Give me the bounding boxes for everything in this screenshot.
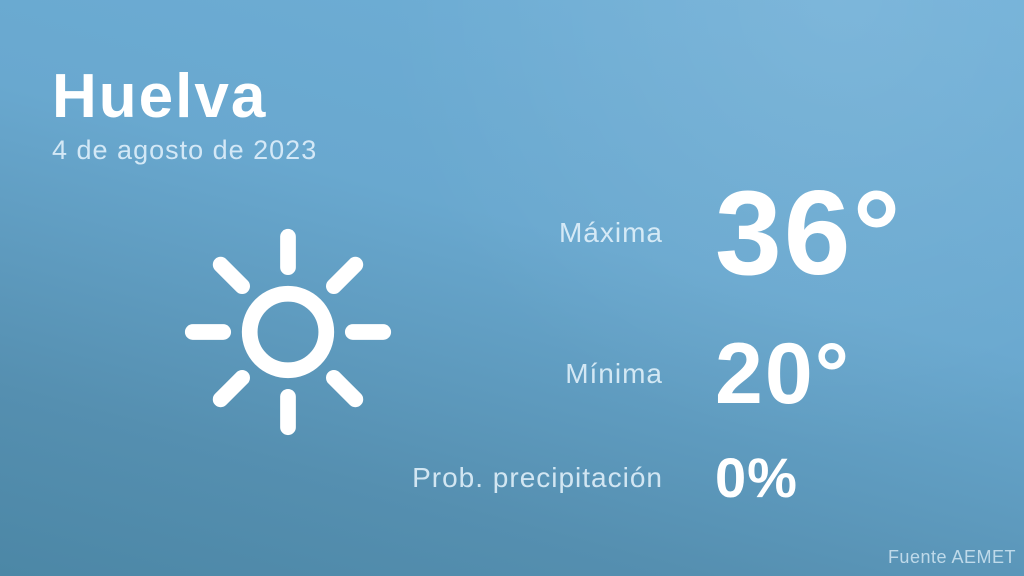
city-title: Huelva — [52, 62, 268, 131]
min-temp-label: Mínima — [565, 358, 663, 389]
precipitation-value: 0% — [715, 446, 798, 509]
location-header: Huelva 4 de agosto de 2023 — [52, 66, 317, 166]
precipitation-row: Prob. precipitación 0% — [400, 450, 1020, 506]
source-credit: Fuente AEMET — [887, 547, 1016, 567]
max-temp-value: 36° — [715, 166, 903, 300]
min-temp-value: 20° — [715, 326, 852, 422]
forecast-date: 4 de agosto de 2023 — [52, 135, 318, 165]
max-temp-row: Máxima 36° — [400, 173, 1020, 293]
min-temp-row: Mínima 20° — [400, 331, 1020, 417]
sun-icon — [180, 224, 396, 440]
max-temp-label: Máxima — [558, 217, 663, 248]
precipitation-label: Prob. precipitación — [412, 462, 663, 493]
